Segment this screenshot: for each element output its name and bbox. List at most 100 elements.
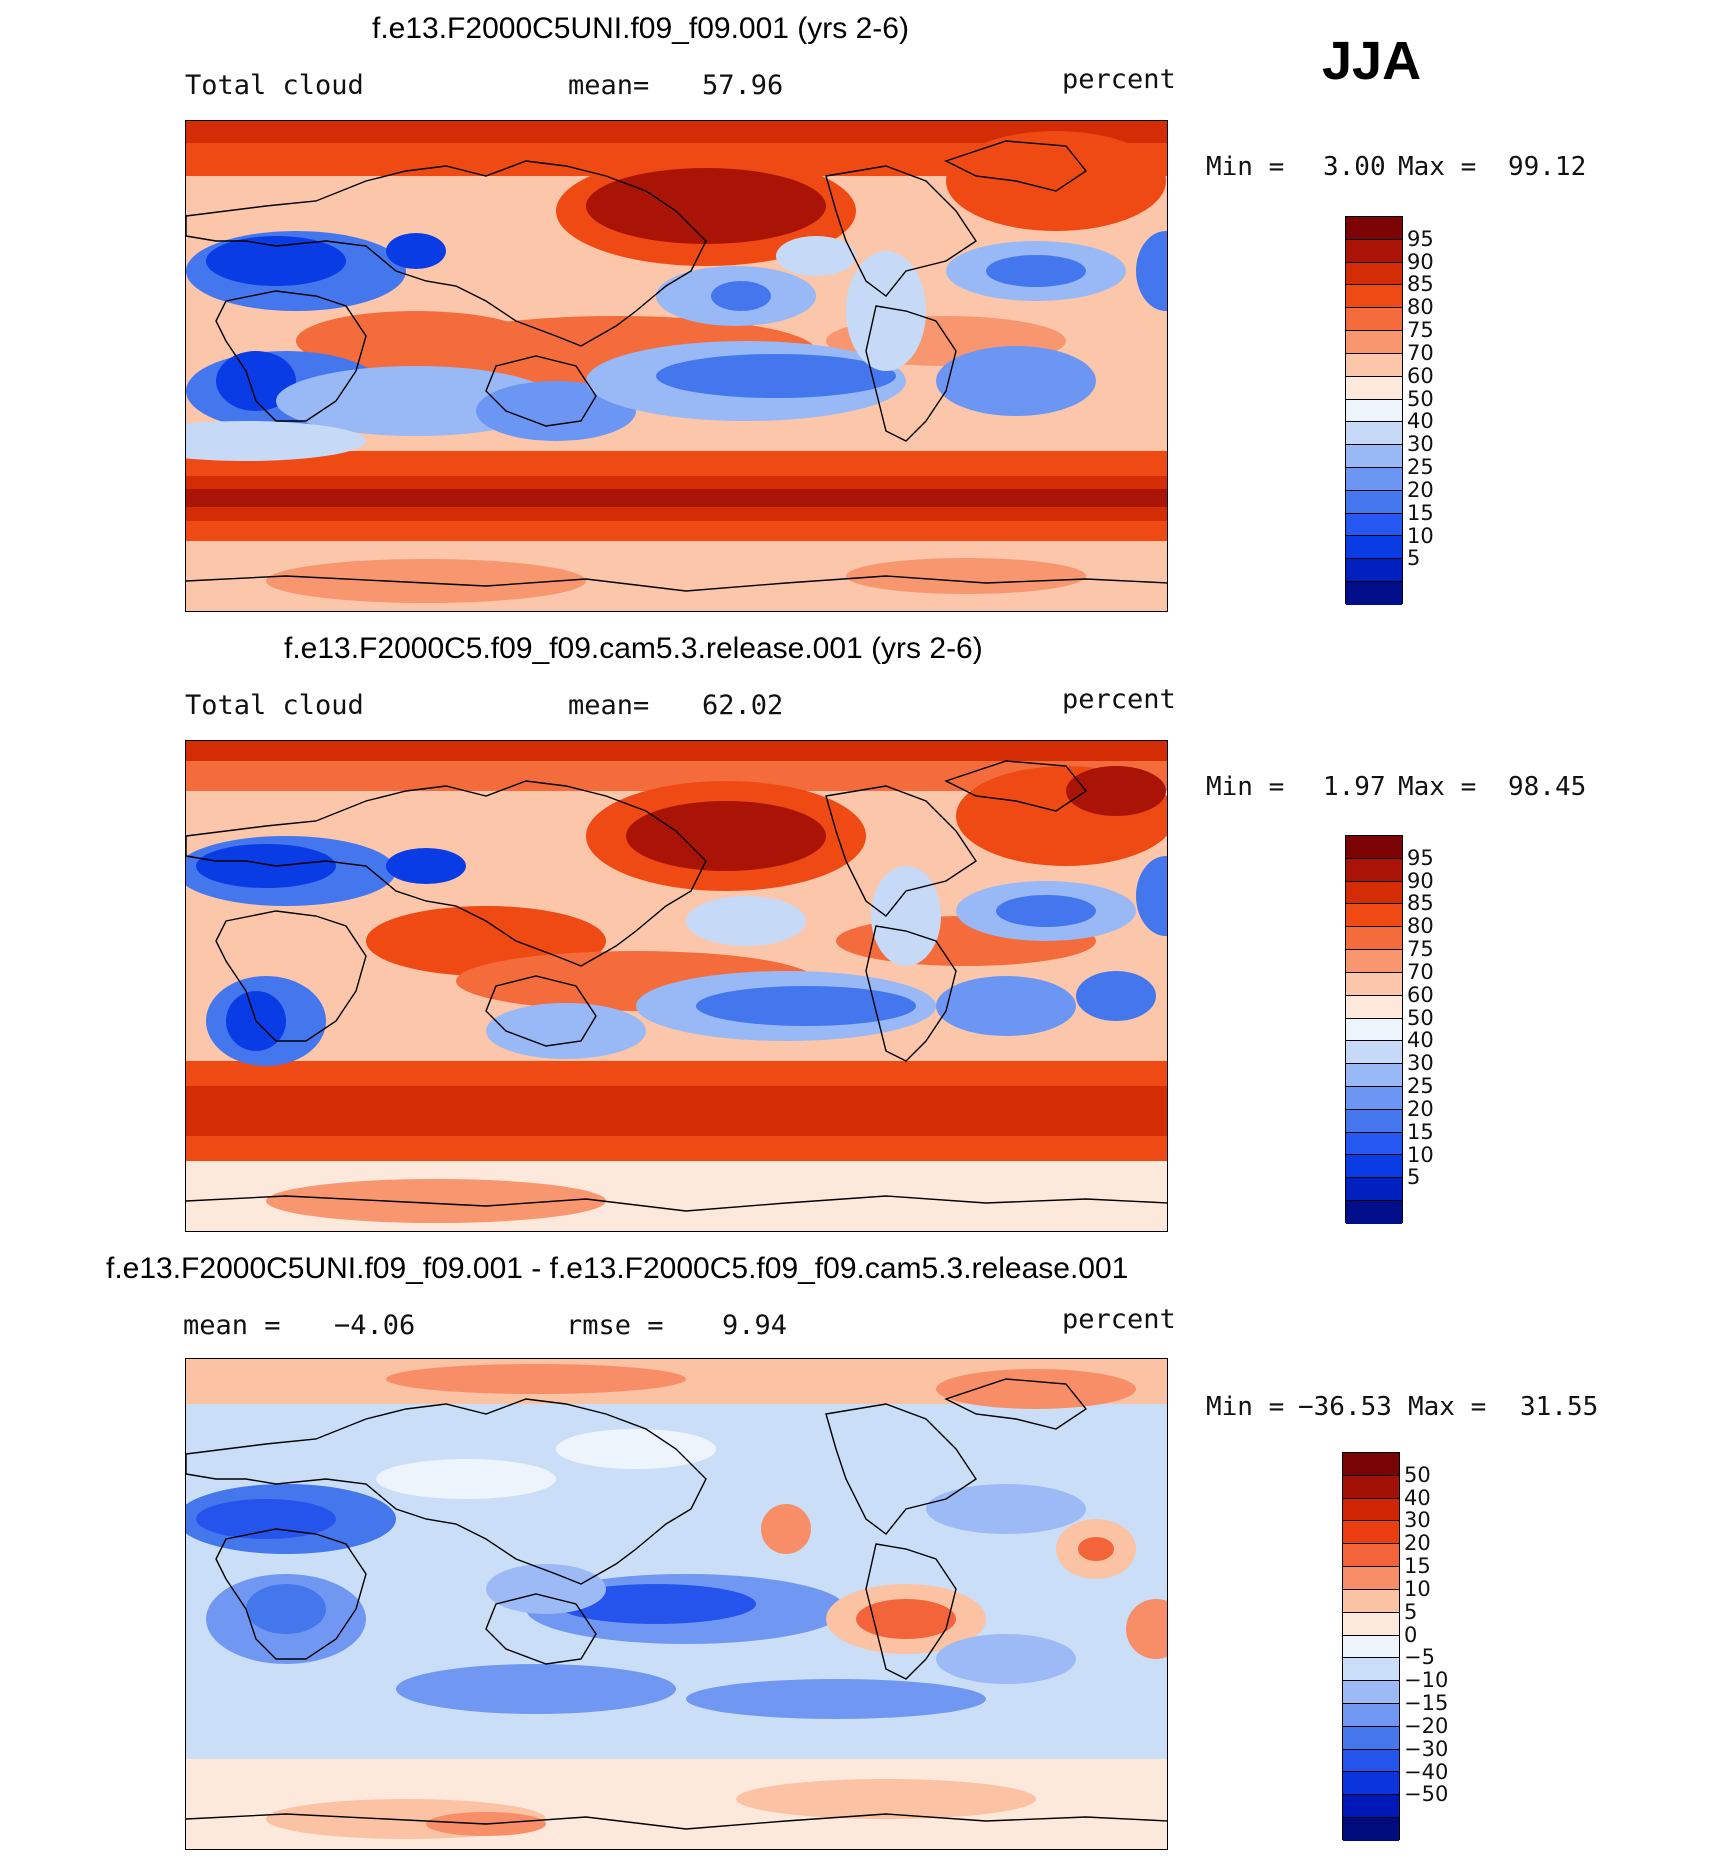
colorbar-swatch — [1346, 1064, 1402, 1087]
panel3-max-value: 31.55 — [1520, 1392, 1599, 1422]
panel2-title: f.e13.F2000C5.f09_f09.cam5.3.release.001… — [284, 632, 983, 665]
colorbar-swatch — [1343, 1635, 1399, 1659]
colorbar-swatch — [1346, 881, 1402, 905]
colorbar-tick-label: 20 — [1407, 477, 1434, 502]
colorbar-tick-label: 80 — [1407, 914, 1434, 939]
colorbar-tick-label: 15 — [1407, 500, 1434, 525]
colorbar-tick-label: 70 — [1407, 959, 1434, 984]
colorbar-tick-label: 5 — [1407, 546, 1421, 571]
colorbar-tick-label: 40 — [1407, 1028, 1434, 1053]
colorbar-swatch — [1346, 262, 1402, 286]
panel2-min-value: 1.97 — [1323, 772, 1386, 802]
panel1-max-value: 99.12 — [1508, 152, 1587, 182]
colorbar-swatch — [1343, 1726, 1399, 1750]
panel3-title: f.e13.F2000C5UNI.f09_f09.001 - f.e13.F20… — [106, 1252, 1129, 1285]
colorbar-swatch — [1346, 513, 1402, 537]
panel1-colorbar — [1345, 216, 1403, 605]
colorbar-tick-label: 95 — [1407, 845, 1434, 870]
colorbar-swatch — [1346, 582, 1402, 605]
colorbar-tick-label: 25 — [1407, 455, 1434, 480]
colorbar-swatch — [1343, 1475, 1399, 1499]
panel2-mean-value: 62.02 — [702, 690, 784, 721]
colorbar-tick-label: 30 — [1407, 1051, 1434, 1076]
colorbar-tick-label: 90 — [1407, 249, 1434, 274]
colorbar-swatch — [1343, 1521, 1399, 1545]
colorbar-swatch — [1346, 308, 1402, 332]
colorbar-tick-label: 30 — [1407, 432, 1434, 457]
panel2-max-label: Max = — [1398, 772, 1477, 802]
panel1-max-label: Max = — [1398, 152, 1477, 182]
colorbar-swatch — [1346, 995, 1402, 1019]
colorbar-tick-label: 10 — [1407, 1142, 1434, 1167]
colorbar-tick-label: 20 — [1407, 1096, 1434, 1121]
colorbar-tick-label: 75 — [1407, 318, 1434, 343]
colorbar-tick-label: 25 — [1407, 1074, 1434, 1099]
colorbar-swatch — [1346, 331, 1402, 354]
panel2-min-label: Min = — [1206, 772, 1285, 802]
colorbar-swatch — [1346, 422, 1402, 446]
panel3-map — [185, 1358, 1168, 1850]
colorbar-tick-label: −10 — [1404, 1668, 1449, 1693]
colorbar-swatch — [1346, 1109, 1402, 1133]
colorbar-swatch — [1343, 1453, 1399, 1476]
panel3-min-value: −36.53 — [1298, 1392, 1392, 1422]
colorbar-swatch — [1343, 1795, 1399, 1818]
panel2-mean-label: mean= — [568, 690, 650, 721]
colorbar-swatch — [1343, 1749, 1399, 1773]
colorbar-tick-label: 30 — [1404, 1508, 1431, 1533]
colorbar-swatch — [1343, 1772, 1399, 1796]
colorbar-swatch — [1346, 1018, 1402, 1042]
colorbar-swatch — [1343, 1498, 1399, 1522]
colorbar-tick-label: 80 — [1407, 295, 1434, 320]
colorbar-tick-label: −20 — [1404, 1713, 1449, 1738]
colorbar-swatch — [1346, 1132, 1402, 1156]
colorbar-tick-label: 20 — [1404, 1531, 1431, 1556]
panel2-variable-label: Total cloud — [185, 690, 364, 721]
colorbar-tick-label: 15 — [1404, 1554, 1431, 1579]
colorbar-tick-label: 50 — [1404, 1462, 1431, 1487]
colorbar-tick-label: 60 — [1407, 982, 1434, 1007]
colorbar-swatch — [1346, 376, 1402, 400]
panel1-mean-label: mean= — [568, 70, 650, 101]
colorbar-tick-label: 50 — [1407, 1005, 1434, 1030]
colorbar-tick-label: 10 — [1404, 1576, 1431, 1601]
colorbar-tick-label: 15 — [1407, 1119, 1434, 1144]
colorbar-tick-label: 0 — [1404, 1622, 1418, 1647]
colorbar-swatch — [1346, 972, 1402, 996]
colorbar-tick-label: 60 — [1407, 363, 1434, 388]
panel3-colorbar — [1342, 1452, 1400, 1841]
colorbar-swatch — [1343, 1681, 1399, 1704]
panel1-units: percent — [1062, 64, 1176, 95]
colorbar-swatch — [1346, 836, 1402, 859]
panel1-title: f.e13.F2000C5UNI.f09_f09.001 (yrs 2-6) — [372, 12, 909, 45]
colorbar-swatch — [1346, 950, 1402, 973]
colorbar-tick-label: 5 — [1407, 1165, 1421, 1190]
colorbar-tick-label: −5 — [1404, 1645, 1435, 1670]
colorbar-swatch — [1346, 858, 1402, 882]
panel1-variable-label: Total cloud — [185, 70, 364, 101]
panel3-rmse-value: 9.94 — [722, 1310, 788, 1341]
colorbar-swatch — [1343, 1544, 1399, 1568]
colorbar-swatch — [1346, 1155, 1402, 1179]
colorbar-swatch — [1346, 353, 1402, 377]
colorbar-swatch — [1343, 1589, 1399, 1613]
panel3-mean-label: mean = — [183, 1310, 281, 1341]
panel1-map — [185, 120, 1168, 612]
colorbar-swatch — [1346, 285, 1402, 309]
colorbar-tick-label: 75 — [1407, 937, 1434, 962]
colorbar-tick-label: 50 — [1407, 386, 1434, 411]
panel2-units: percent — [1062, 684, 1176, 715]
colorbar-swatch — [1343, 1703, 1399, 1727]
colorbar-tick-label: 10 — [1407, 523, 1434, 548]
colorbar-swatch — [1346, 1178, 1402, 1201]
season-label: JJA — [1322, 31, 1422, 91]
colorbar-tick-label: −30 — [1404, 1736, 1449, 1761]
colorbar-tick-label: −15 — [1404, 1691, 1449, 1716]
colorbar-swatch — [1346, 536, 1402, 560]
colorbar-tick-label: 5 — [1404, 1599, 1418, 1624]
colorbar-swatch — [1346, 445, 1402, 468]
panel3-min-label: Min = — [1206, 1392, 1285, 1422]
panel2-map — [185, 740, 1168, 1232]
colorbar-swatch — [1346, 1086, 1402, 1110]
colorbar-swatch — [1346, 399, 1402, 423]
